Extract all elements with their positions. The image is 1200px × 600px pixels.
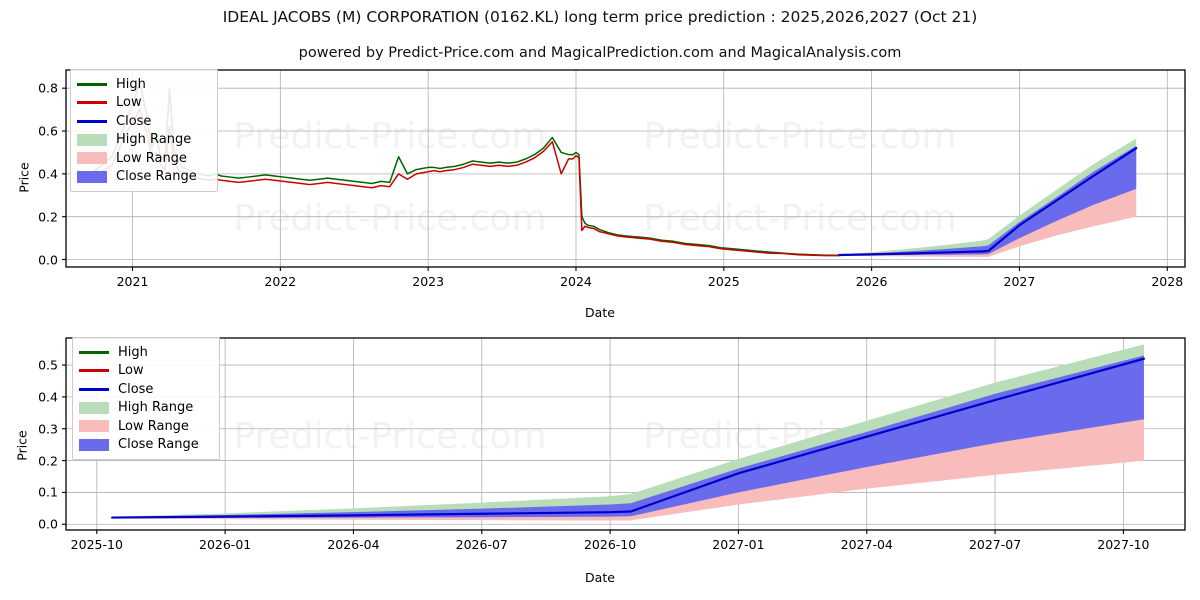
legend-label: High Range — [116, 132, 192, 148]
forecast-detail-chart-panel: Predict-Price.com Predict-Price.com Price… — [0, 330, 1200, 600]
y-tick-label: 0.4 — [38, 166, 58, 182]
legend-item-high-range: High Range — [79, 399, 211, 418]
forecast-detail-chart-svg: Predict-Price.com Predict-Price.com — [62, 337, 1186, 534]
detail-x-axis-label: Date — [585, 570, 615, 585]
legend-swatch-low-range — [77, 152, 107, 165]
legend-swatch-high — [79, 350, 109, 354]
legend-label: High — [116, 76, 146, 92]
legend-label: Low — [118, 363, 144, 379]
legend-swatch-high — [77, 82, 107, 86]
legend-item-low-range: Low Range — [77, 149, 209, 168]
svg-text:Predict-Price.com: Predict-Price.com — [233, 116, 546, 157]
x-tick-label: 2026-01 — [198, 537, 252, 552]
x-tick-label: 2025-10 — [70, 537, 123, 552]
overview-chart-panel: Predict-Price.com Predict-Price.com Predic… — [0, 60, 1200, 325]
x-tick-label: 2027 — [1003, 274, 1036, 289]
svg-text:Predict-Price.com: Predict-Price.com — [643, 198, 956, 239]
x-tick-label: 2026-07 — [455, 537, 508, 552]
x-tick-label: 2021 — [116, 274, 149, 289]
legend-label: Close Range — [118, 437, 199, 453]
legend-item-close-range: Close Range — [77, 168, 209, 187]
legend-swatch-close-range — [77, 170, 107, 183]
legend-swatch-low-range — [79, 420, 109, 433]
legend-label: Low Range — [118, 418, 189, 434]
legend-label: Close — [118, 381, 154, 397]
y-tick-label: 0.2 — [38, 453, 58, 469]
legend-label: Close Range — [116, 169, 197, 185]
y-tick-label: 0.8 — [38, 80, 58, 96]
legend-label: Low — [116, 95, 142, 111]
x-tick-label: 2028 — [1151, 274, 1184, 289]
y-tick-label: 0.2 — [38, 209, 58, 225]
x-tick-label: 2024 — [560, 274, 592, 289]
legend-item-high: High — [77, 75, 209, 94]
overview-x-axis-label: Date — [585, 305, 615, 320]
legend-swatch-high-range — [77, 133, 107, 146]
legend-item-high: High — [79, 343, 211, 362]
x-tick-label: 2025 — [707, 274, 740, 289]
x-tick-label: 2022 — [264, 274, 297, 289]
legend-item-low: Low — [77, 94, 209, 113]
x-tick-label: 2026-04 — [327, 537, 380, 552]
legend-item-low: Low — [79, 362, 211, 381]
page-title: IDEAL JACOBS (M) CORPORATION (0162.KL) l… — [222, 8, 978, 26]
legend-swatch-low — [79, 369, 109, 373]
legend-swatch-high-range — [79, 401, 109, 414]
y-tick-label: 0.0 — [38, 252, 58, 267]
overview-legend: High Low Close High Range Low Range Close Ran… — [70, 69, 218, 192]
x-tick-label: 2027-10 — [1097, 537, 1150, 552]
overview-chart-svg: Predict-Price.com Predict-Price.com Predic… — [62, 69, 1186, 271]
x-tick-label: 2026-10 — [583, 537, 637, 552]
svg-text:Predict-Price.com: Predict-Price.com — [643, 116, 956, 157]
legend-swatch-low — [77, 101, 107, 105]
y-tick-label: 0.5 — [38, 357, 58, 373]
y-tick-label: 0.6 — [38, 123, 58, 139]
legend-item-close-range: Close Range — [79, 436, 211, 455]
x-tick-label: 2027-04 — [840, 537, 893, 552]
legend-label: High Range — [118, 400, 194, 416]
legend-item-close: Close — [79, 380, 211, 399]
legend-item-high-range: High Range — [77, 131, 209, 150]
legend-swatch-close — [77, 119, 107, 123]
x-tick-label: 2027-07 — [968, 537, 1022, 552]
x-tick-label: 2023 — [412, 274, 445, 289]
svg-text:Predict-Price.com: Predict-Price.com — [233, 198, 546, 239]
page-subtitle: powered by Predict-Price.com and Magical… — [298, 45, 902, 61]
x-tick-label: 2027-01 — [712, 537, 765, 552]
legend-item-close: Close — [77, 112, 209, 131]
y-tick-label: 0.1 — [38, 484, 58, 500]
forecast-detail-legend: High Low Close High Range Low Range Close Ran… — [72, 337, 220, 460]
y-tick-label: 0.4 — [38, 389, 58, 405]
y-tick-label: 0.3 — [38, 421, 58, 437]
legend-item-low-range: Low Range — [79, 417, 211, 436]
legend-label: High — [118, 344, 148, 360]
legend-swatch-close-range — [79, 438, 109, 451]
legend-label: Close — [116, 113, 152, 129]
x-tick-label: 2026 — [855, 274, 888, 289]
legend-swatch-close — [79, 387, 109, 391]
svg-text:Predict-Price.com: Predict-Price.com — [233, 416, 546, 457]
y-tick-label: 0.0 — [38, 516, 58, 532]
legend-label: Low Range — [116, 150, 187, 166]
